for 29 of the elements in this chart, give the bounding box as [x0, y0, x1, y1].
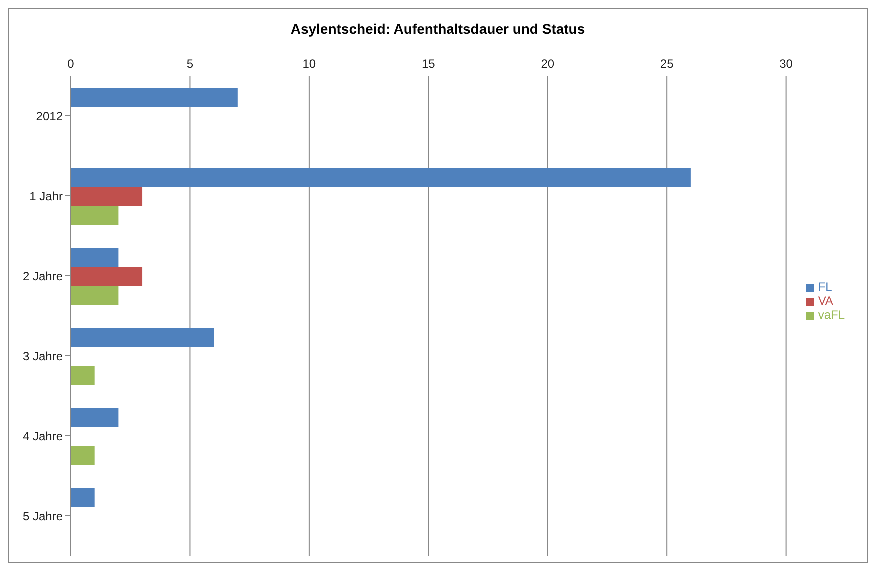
x-tick-label: 10 [302, 57, 316, 71]
bar [71, 366, 95, 385]
x-tick-label: 25 [660, 57, 674, 71]
x-tick-label: 30 [780, 57, 794, 71]
bar [71, 408, 119, 427]
bar [71, 446, 95, 465]
bar [71, 187, 143, 206]
legend-label: VA [818, 294, 834, 308]
bar [71, 328, 214, 347]
bar [71, 88, 238, 107]
bar [71, 168, 691, 187]
legend-label: FL [818, 280, 832, 294]
y-tick-label: 1 Jahr [30, 189, 63, 204]
x-tick-label: 15 [422, 57, 436, 71]
x-tick-label: 0 [68, 57, 75, 71]
y-tick-label: 2 Jahre [22, 269, 64, 284]
y-tick-label: 4 Jahre [22, 429, 64, 444]
bar [71, 488, 95, 507]
x-tick-label: 20 [541, 57, 555, 71]
y-tick-label: 5 Jahre [22, 509, 64, 524]
bar [71, 267, 143, 286]
chart-title: Asylentscheid: Aufenthaltsdauer und Status [290, 21, 586, 39]
legend-label: vaFL [818, 308, 845, 322]
y-tick-label: 2012 [36, 109, 64, 124]
bar [71, 248, 119, 267]
x-tick-label: 5 [186, 57, 194, 71]
y-tick-label: 3 Jahre [22, 349, 64, 364]
bar [71, 286, 119, 305]
bar [71, 206, 119, 225]
